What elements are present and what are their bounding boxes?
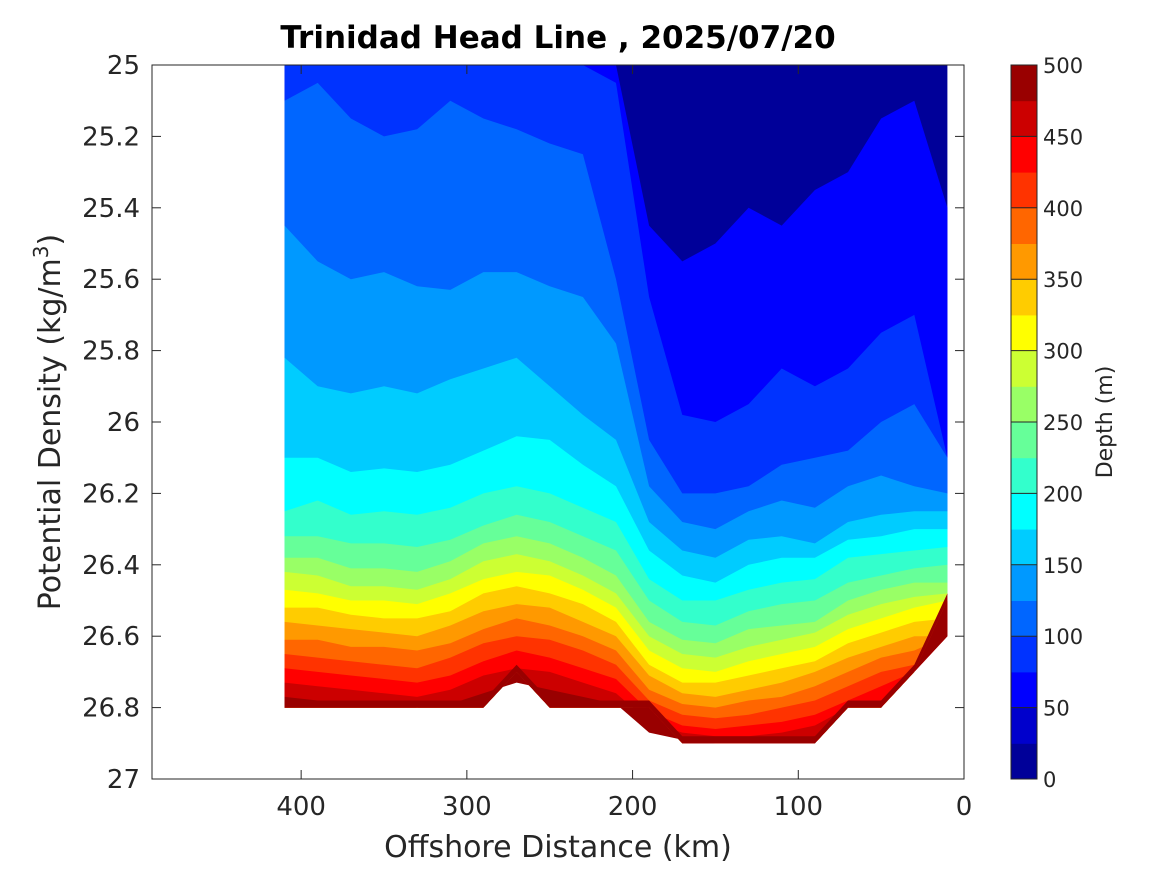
colorbar-swatch	[1011, 279, 1037, 316]
y-axis: 25 25.2 25.4 25.6 25.8 26 26.2 26.4 26.6 26.8 27	[82, 51, 964, 795]
x-axis-title: Offshore Distance (km)	[384, 830, 732, 865]
y-tick-label: 27	[107, 765, 140, 795]
y-tick-label: 26	[107, 408, 140, 438]
colorbar-tick-label: 500	[1043, 54, 1083, 78]
colorbar-tick-label: 50	[1043, 697, 1070, 721]
x-tick-label: 100	[773, 792, 823, 822]
colorbar-title: Depth (m)	[1093, 366, 1118, 479]
colorbar-tick-label: 400	[1043, 197, 1083, 221]
y-tick-label: 25.2	[82, 122, 140, 152]
colorbar-swatch	[1011, 671, 1037, 709]
y-tick-label: 25.8	[82, 337, 140, 367]
colorbar-tick-label: 200	[1043, 482, 1083, 506]
colorbar-swatch	[1011, 350, 1037, 387]
colorbar-swatch	[1011, 100, 1037, 137]
colorbar: 0 50 100 150 200 250 300 350 400 450 500	[1010, 54, 1083, 792]
colorbar-swatch	[1011, 314, 1037, 352]
y-axis-title-superscript: 3	[29, 245, 53, 258]
colorbar-swatch	[1011, 493, 1037, 530]
y-axis-title-close: )	[33, 234, 68, 246]
colorbar-swatch	[1011, 65, 1037, 102]
colorbar-tick-label: 300	[1043, 340, 1083, 364]
y-axis-title-main: Potential Density (kg/m	[33, 258, 68, 610]
colorbar-swatch	[1011, 457, 1037, 494]
colorbar-swatch	[1011, 386, 1037, 423]
colorbar-swatch	[1011, 172, 1037, 209]
colorbar-tick-label: 100	[1043, 625, 1083, 649]
y-tick-label: 26.2	[82, 479, 140, 509]
colorbar-swatch	[1011, 743, 1037, 780]
colorbar-swatch	[1011, 707, 1037, 744]
colorbar-swatch	[1011, 136, 1037, 173]
colorbar-swatch	[1011, 564, 1037, 601]
chart-title: Trinidad Head Line , 2025/07/20	[280, 20, 835, 56]
x-axis: 400 300 200 100 0	[276, 65, 972, 822]
y-tick-label: 25.6	[82, 265, 140, 295]
y-tick-label: 25.4	[82, 194, 140, 224]
y-tick-label: 26.8	[82, 694, 140, 724]
colorbar-tick-label: 350	[1043, 268, 1083, 292]
colorbar-tick-label: 150	[1043, 554, 1083, 578]
colorbar-swatch	[1011, 243, 1037, 280]
colorbar-tick-label: 450	[1043, 125, 1083, 149]
colorbar-swatch	[1011, 207, 1037, 244]
y-tick-label: 25	[107, 51, 140, 81]
x-tick-label: 300	[442, 792, 492, 822]
colorbar-swatch	[1011, 422, 1037, 459]
y-axis-title: Potential Density (kg/m3)	[29, 234, 68, 610]
y-tick-label: 26.4	[82, 551, 140, 581]
x-tick-label: 0	[956, 792, 973, 822]
colorbar-tick-label: 250	[1043, 411, 1083, 435]
x-tick-label: 200	[608, 792, 658, 822]
colorbar-swatch	[1011, 600, 1037, 637]
y-tick-label: 26.6	[82, 622, 140, 652]
depth-band-475-500m	[284, 593, 948, 744]
contour-fill-layer	[284, 65, 948, 744]
colorbar-swatch	[1011, 636, 1037, 673]
colorbar-swatch	[1011, 529, 1037, 566]
colorbar-tick-label: 0	[1043, 768, 1056, 792]
x-tick-label: 400	[276, 792, 326, 822]
